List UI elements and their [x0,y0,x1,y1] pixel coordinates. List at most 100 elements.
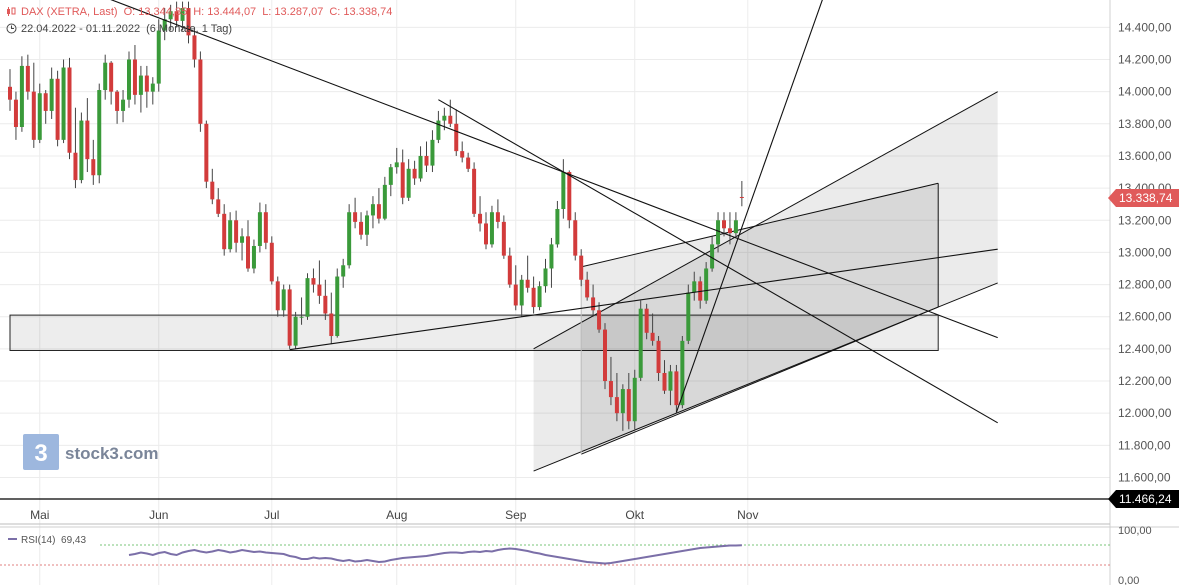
candle [370,196,375,229]
candle-body [222,213,227,250]
candle [228,212,233,253]
open-value: O: 13.344,85 [123,6,188,18]
date-range: 22.04.2022 - 01.11.2022 [21,23,141,35]
y-tick-label: 12.800,00 [1118,278,1172,292]
candle-body [347,212,352,266]
support-zone-rect [9,314,939,351]
rsi-panel: 100,00 0,00 [0,525,1179,585]
y-tick-label: 14.000,00 [1118,85,1172,99]
candle-body [608,381,613,398]
stock3-logo: 3 [23,434,59,470]
candle [424,141,429,173]
x-tick-label: Mai [30,508,49,522]
candle-body [662,372,667,391]
candle [561,159,566,219]
candle-body [484,223,488,245]
candle [186,1,191,44]
candle [103,54,108,100]
candle-body [418,155,423,179]
candle-body [311,278,316,285]
candle-body [626,389,631,422]
candle-body [103,62,108,91]
candle-body [299,316,304,318]
candle [97,83,102,184]
candle-body [632,377,637,422]
candle-body [329,313,334,337]
channel-fill-2 [533,91,998,472]
candle-body [174,11,179,21]
price-label-line: 11.466,24 [1108,489,1179,508]
candle-body [138,75,143,95]
candle-body [246,236,250,269]
candle-body [192,35,197,60]
candle-body [91,159,96,176]
candle [376,188,381,224]
candle-body [25,65,30,92]
candle-body [507,255,512,285]
candle [626,372,631,430]
trend-channels [533,91,998,472]
candle-body [168,11,173,20]
candle-body [680,340,685,406]
candle-body [650,332,655,341]
candle-body [109,62,114,92]
candle [603,323,607,390]
rsi-line [128,544,742,565]
candle-body [180,8,185,21]
candle [710,236,715,272]
candle-body [204,123,209,182]
candle [25,54,30,100]
y-tick-label: 14.200,00 [1118,52,1172,66]
candle [31,62,36,148]
candle-body [638,308,643,378]
candle [478,196,483,232]
candle [216,188,221,218]
candle [567,170,572,229]
channel-upper-2 [533,91,998,350]
logo-glyph: 3 [34,440,47,467]
candle-body [115,91,120,111]
candle-body [156,30,161,84]
candle [531,276,536,314]
candle-body [359,221,364,235]
candle-body [388,167,393,185]
candle [430,130,435,173]
candle-body [424,155,429,166]
candle [365,210,369,246]
rsi-label: RSI(14) 69,43 [8,535,86,546]
candle [359,212,364,240]
candle [644,303,649,340]
candle-body [561,172,566,210]
candle-body [251,245,256,269]
candle [608,356,613,406]
candle-body [406,168,411,198]
candle-body [19,65,24,128]
candle-body [644,308,649,333]
candle-body [216,199,221,214]
candle-body [448,115,453,124]
candle-body [489,212,494,245]
candle [251,239,256,274]
candle [727,212,732,245]
candle-body [43,93,48,111]
candle [513,265,518,311]
candle [73,107,78,189]
candle-body [132,59,137,95]
candle [156,19,161,92]
candle-body [668,371,673,391]
price-label-text: 11.466,24 [1119,492,1172,506]
candle [168,4,173,31]
candle [525,255,530,293]
candle-body [555,209,560,245]
candle-body [85,120,90,160]
candle-body [287,289,292,346]
candle [353,197,358,229]
candle [519,274,524,317]
x-tick-label: Nov [737,508,758,522]
candle [85,98,90,173]
candle-body [549,244,554,269]
candle-body [127,59,131,100]
candle-body [162,19,167,31]
candle-body [686,292,691,341]
